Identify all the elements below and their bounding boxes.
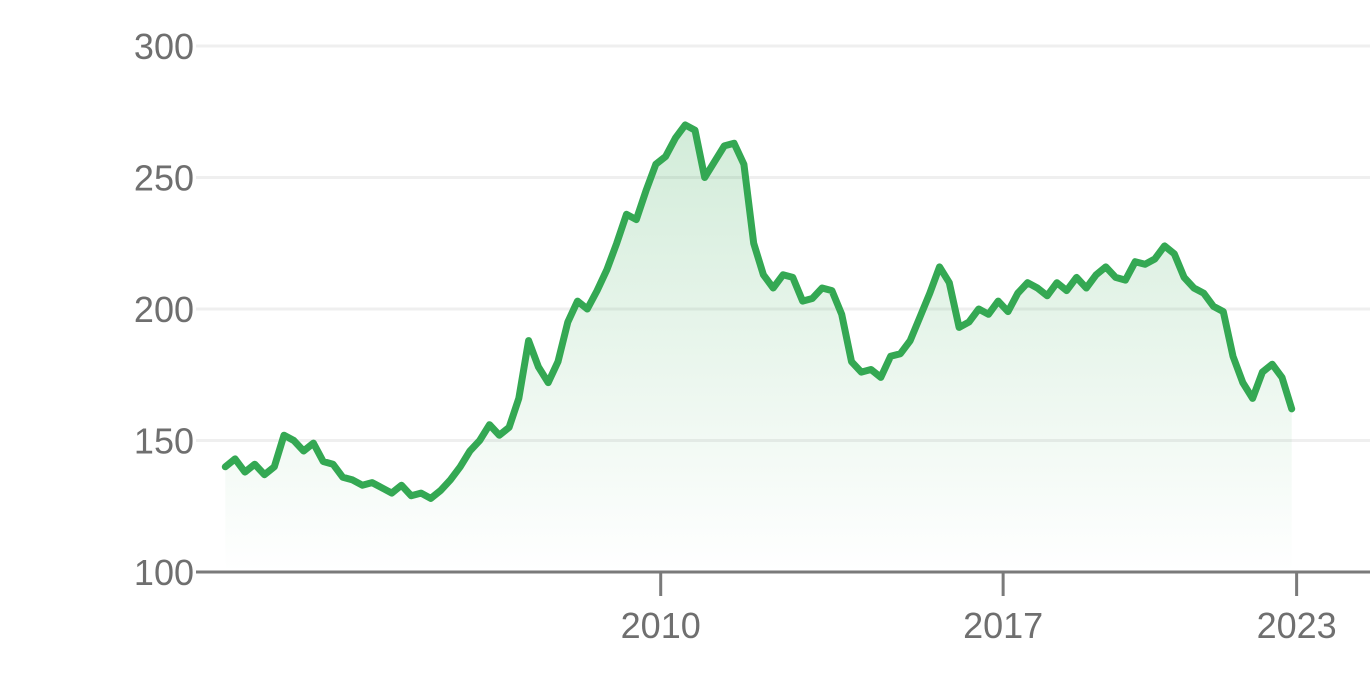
x-tick-label-2023: 2023 bbox=[1257, 605, 1337, 646]
x-tick-label-2017: 2017 bbox=[963, 605, 1043, 646]
y-tick-label-100: 100 bbox=[134, 552, 194, 593]
x-tick-label-2010: 2010 bbox=[621, 605, 701, 646]
y-tick-label-150: 150 bbox=[134, 421, 194, 462]
x-axis-ticks: 2010 2017 2023 bbox=[621, 572, 1337, 646]
y-tick-label-250: 250 bbox=[134, 158, 194, 199]
y-axis-ticks: 100 150 200 250 300 bbox=[134, 26, 194, 593]
price-area bbox=[225, 124, 1292, 573]
price-line bbox=[221, 121, 1296, 502]
y-tick-label-300: 300 bbox=[134, 26, 194, 67]
y-tick-label-200: 200 bbox=[134, 289, 194, 330]
